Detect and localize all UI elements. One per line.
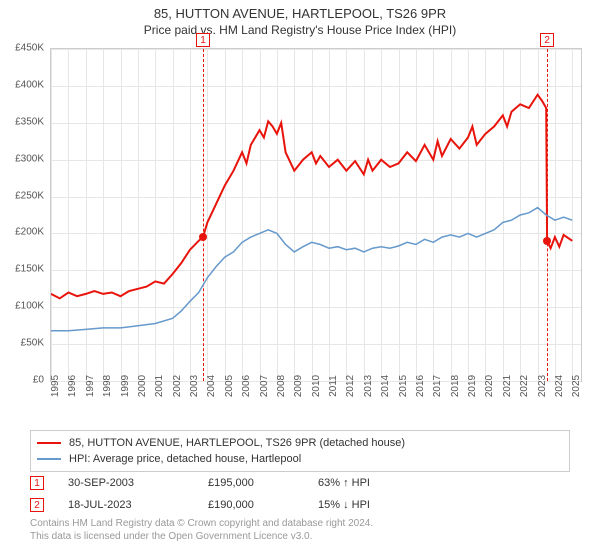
legend-swatch-price-paid (37, 442, 61, 444)
chart-lines-svg (51, 49, 581, 381)
legend-label-hpi: HPI: Average price, detached house, Hart… (69, 453, 301, 465)
sale-marker-1-num: 1 (34, 478, 40, 489)
y-tick-label: £50K (21, 338, 44, 349)
sale-diff-2: 15% ↓ HPI (318, 499, 428, 511)
chart-subtitle: Price paid vs. HM Land Registry's House … (0, 21, 600, 41)
sale-point-1: 1 30-SEP-2003 £195,000 63% ↑ HPI (30, 472, 570, 494)
sale-points: 1 30-SEP-2003 £195,000 63% ↑ HPI 2 18-JU… (30, 472, 570, 516)
sale-price-1: £195,000 (208, 477, 318, 489)
y-tick-label: £150K (15, 264, 44, 275)
legend-swatch-hpi (37, 458, 61, 460)
legend-item-price-paid: 85, HUTTON AVENUE, HARTLEPOOL, TS26 9PR … (37, 435, 563, 451)
sale-date-2: 18-JUL-2023 (68, 499, 208, 511)
y-tick-label: £450K (15, 43, 44, 54)
sale-marker-1: 1 (30, 476, 44, 490)
series-line-hpi (51, 208, 572, 331)
y-tick-label: £250K (15, 190, 44, 201)
y-tick-label: £300K (15, 153, 44, 164)
series-line-price_paid (51, 95, 572, 299)
y-tick-label: £0 (33, 375, 44, 386)
marker-box-2: 2 (540, 33, 554, 47)
y-tick-label: £100K (15, 301, 44, 312)
legend-item-hpi: HPI: Average price, detached house, Hart… (37, 451, 563, 467)
sale-marker-2: 2 (30, 498, 44, 512)
marker-dot-1 (199, 233, 207, 241)
footer-line-1: Contains HM Land Registry data © Crown c… (30, 518, 373, 531)
sale-point-2: 2 18-JUL-2023 £190,000 15% ↓ HPI (30, 494, 570, 516)
marker-box-1: 1 (196, 33, 210, 47)
legend-label-price-paid: 85, HUTTON AVENUE, HARTLEPOOL, TS26 9PR … (69, 437, 405, 449)
legend: 85, HUTTON AVENUE, HARTLEPOOL, TS26 9PR … (30, 430, 570, 472)
plot-area: 12 (50, 48, 582, 382)
footer: Contains HM Land Registry data © Crown c… (30, 518, 373, 543)
sale-marker-2-num: 2 (34, 500, 40, 511)
chart-title: 85, HUTTON AVENUE, HARTLEPOOL, TS26 9PR (0, 0, 600, 21)
footer-line-2: This data is licensed under the Open Gov… (30, 531, 373, 544)
y-tick-label: £350K (15, 116, 44, 127)
marker-dot-2 (543, 237, 551, 245)
chart-container: 85, HUTTON AVENUE, HARTLEPOOL, TS26 9PR … (0, 0, 600, 560)
x-axis: 1995199619971998199920002001200220032004… (50, 382, 580, 430)
y-tick-label: £400K (15, 79, 44, 90)
sale-date-1: 30-SEP-2003 (68, 477, 208, 489)
sale-price-2: £190,000 (208, 499, 318, 511)
y-tick-label: £200K (15, 227, 44, 238)
sale-diff-1: 63% ↑ HPI (318, 477, 428, 489)
y-axis: £0£50K£100K£150K£200K£250K£300K£350K£400… (0, 48, 48, 380)
